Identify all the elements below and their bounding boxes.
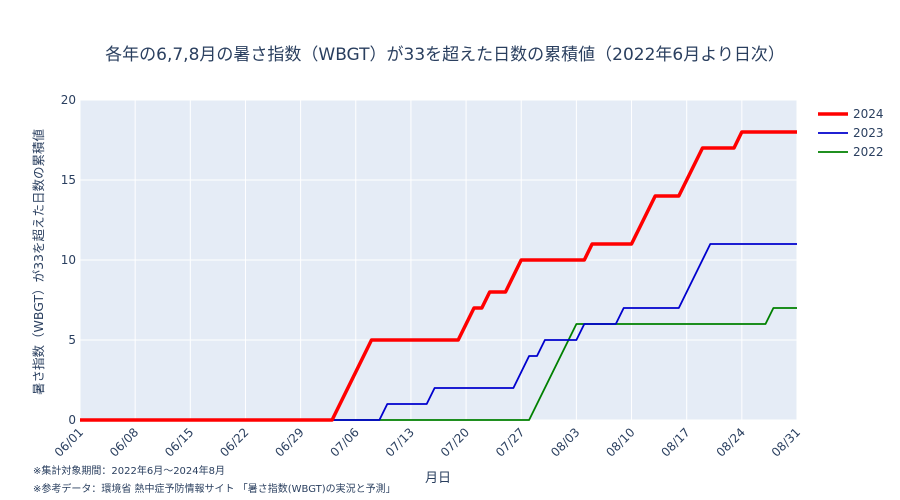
legend-label-2023: 2023 <box>853 126 884 140</box>
y-tick-label: 20 <box>61 93 76 107</box>
x-axis-label: 月日 <box>425 471 451 486</box>
source-note: ※参考データ：環境省 熱中症予防情報サイト 「暑さ指数(WBGT)の実況と予測」 <box>33 484 396 495</box>
legend: 2024 2023 2022 <box>818 107 884 159</box>
x-tick-label: 06/29 <box>272 425 306 459</box>
x-tick-label: 08/31 <box>769 425 803 459</box>
legend-label-2022: 2022 <box>853 145 884 159</box>
chart-title: 各年の6,7,8月の暑さ指数（WBGT）が33を超えた日数の累積値（2022年6… <box>105 45 785 65</box>
x-tick-label: 08/17 <box>658 425 692 459</box>
x-tick-label: 06/22 <box>217 425 251 459</box>
y-tick-label: 10 <box>61 253 76 267</box>
series-line-2024 <box>80 130 797 422</box>
x-tick-label: 08/24 <box>714 425 748 459</box>
x-tick-label: 08/10 <box>603 425 637 459</box>
y-axis-label: 暑さ指数（WBGT）が33を超えた日数の累積値 <box>31 129 46 395</box>
x-tick-label: 08/03 <box>548 425 582 459</box>
y-axis-ticks: 0 5 10 15 20 <box>61 93 76 427</box>
y-tick-label: 0 <box>68 413 76 427</box>
series-lines <box>80 130 797 422</box>
x-tick-label: 07/27 <box>493 425 527 459</box>
x-tick-label: 06/01 <box>52 425 86 459</box>
y-tick-label: 15 <box>61 173 76 187</box>
x-tick-label: 07/06 <box>328 425 362 459</box>
x-axis-ticks: 06/01 06/08 06/15 06/22 06/29 07/06 07/13 07/20… <box>52 425 803 459</box>
legend-label-2024: 2024 <box>853 107 884 121</box>
x-tick-label: 07/20 <box>438 425 472 459</box>
x-tick-label: 06/15 <box>162 425 196 459</box>
series-line-2023 <box>80 243 797 421</box>
series-line-2022 <box>80 307 797 421</box>
x-tick-label: 06/08 <box>107 425 141 459</box>
y-tick-label: 5 <box>68 333 76 347</box>
x-tick-label: 07/13 <box>383 425 417 459</box>
period-note: ※集計対象期間：2022年6月〜2024年8月 <box>33 466 226 477</box>
